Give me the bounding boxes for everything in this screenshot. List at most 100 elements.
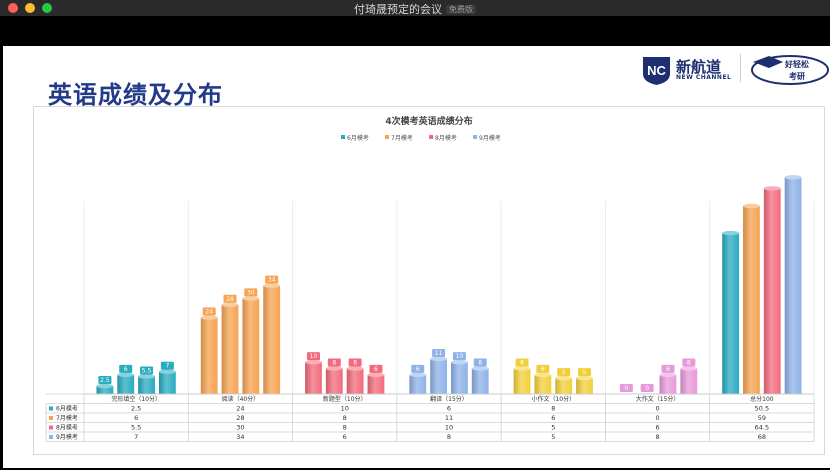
zoom-window-button[interactable]	[42, 3, 52, 13]
table-cell-2-1: 6	[134, 414, 138, 422]
table-cell-1-1: 2.5	[131, 405, 141, 413]
legend-label-2: 7月模考	[391, 134, 413, 142]
table-series-swatch-3	[49, 425, 53, 430]
close-window-button[interactable]	[8, 3, 18, 13]
data-label-1-1: 2.5	[100, 377, 110, 384]
table-cell-3-5: 5	[551, 424, 555, 432]
data-label-bg-6-4	[682, 358, 696, 367]
chart-plot-area: 2.5 6 5.5 7 24 28 30 34 10 8 8 6 6 11 10 8 8 6 5 5 0 0 6 8	[83, 175, 815, 395]
data-label-bg-6-2	[640, 384, 654, 392]
table-series-swatch-2	[49, 416, 53, 420]
bar-cap-7-4	[784, 175, 802, 180]
window-titlebar: 付琦晟预定的会议 免费版	[0, 0, 830, 16]
data-label-4-3: 10	[456, 353, 464, 360]
data-label-bg-1-2	[119, 364, 133, 373]
table-cell-1-6: 0	[656, 405, 660, 413]
bar-cap-1-2	[117, 372, 135, 378]
table-cell-2-4: 11	[445, 414, 453, 422]
bar-7-4	[784, 177, 802, 394]
table-series-name-1: 6月模考	[56, 405, 78, 413]
data-label-3-1: 10	[310, 353, 318, 360]
table-cell-4-7: 68	[758, 433, 766, 441]
bar-4-3	[451, 362, 468, 394]
data-label-bg-5-1	[515, 358, 529, 367]
legend-swatch-4	[473, 135, 477, 139]
data-label-bg-3-2	[327, 358, 341, 367]
table-cell-2-7: 59	[758, 414, 766, 422]
category-label-4: 翻译（15分）	[430, 395, 468, 403]
bar-4-4	[471, 368, 489, 394]
data-label-bg-1-3	[140, 366, 154, 375]
bar-3-4	[367, 374, 385, 394]
bar-2-1	[200, 317, 218, 394]
data-label-bg-2-2	[223, 294, 237, 303]
table-cell-4-3: 6	[343, 433, 347, 441]
data-label-3-4: 6	[374, 366, 378, 373]
data-label-2-1: 24	[205, 309, 213, 316]
logo-divider	[740, 54, 741, 82]
partner-logo: 好轻松 考研	[751, 55, 829, 85]
data-label-3-3: 8	[353, 360, 357, 367]
table-cell-1-2: 24	[236, 405, 244, 413]
slide-title: 英语成绩及分布	[48, 81, 223, 109]
bar-cap-1-3	[138, 374, 155, 379]
legend-label-3: 8月模考	[435, 134, 457, 142]
category-label-6: 大作文（15分）	[636, 395, 680, 403]
data-label-3-2: 8	[332, 360, 336, 367]
bar-cap-5-3	[555, 375, 573, 381]
bar-3-2	[325, 368, 343, 394]
table-cell-1-5: 8	[551, 405, 555, 413]
bar-7-3	[763, 188, 781, 394]
bar-cap-2-2	[221, 302, 239, 307]
bar-5-3	[555, 378, 573, 394]
brand-name: 新航道	[676, 58, 722, 76]
minimize-window-button[interactable]	[25, 3, 35, 13]
data-label-1-2: 6	[124, 366, 128, 373]
data-label-bg-4-4	[473, 358, 487, 367]
bar-cap-6-3	[659, 372, 677, 378]
table-cell-2-2: 28	[236, 414, 244, 422]
data-label-5-1: 8	[520, 360, 524, 367]
meeting-title: 付琦晟预定的会议	[354, 3, 442, 16]
table-cell-1-7: 50.5	[755, 405, 769, 413]
bar-7-1	[722, 233, 740, 394]
category-label-5: 小作文（10分）	[531, 395, 575, 403]
bar-cap-3-2	[325, 366, 343, 371]
data-label-bg-1-1	[98, 376, 112, 385]
bar-cap-4-4	[471, 366, 489, 371]
svg-text:考研: 考研	[789, 71, 805, 81]
chart-container: 4次模考英语成绩分布 6月模考 7月模考 8月模考 9月模考 2.5 6 5.5 7 24 28…	[33, 106, 825, 455]
data-label-bg-4-2	[432, 348, 446, 357]
data-label-bg-3-1	[306, 352, 320, 361]
data-label-bg-5-3	[557, 368, 571, 377]
legend-label-1: 6月模考	[347, 134, 369, 142]
legend-label-4: 9月模考	[479, 134, 501, 142]
bar-cap-7-3	[763, 186, 781, 191]
data-label-2-2: 28	[226, 296, 234, 303]
data-label-5-3: 5	[562, 369, 566, 376]
data-label-6-4: 8	[687, 360, 691, 367]
bar-cap-3-4	[367, 372, 385, 378]
table-cell-1-3: 10	[341, 405, 349, 413]
bar-7-2	[743, 205, 760, 394]
graduation-cap-icon	[753, 56, 783, 68]
legend-swatch-1	[341, 135, 345, 139]
category-label-1: 完形填空（10分）	[111, 395, 161, 403]
table-cell-3-6: 6	[656, 424, 660, 432]
bar-6-4	[680, 368, 698, 394]
chart-data-table: 完形填空（10分） 阅读（40分） 新题型（10分） 翻译（15分） 小作文（10分） 大…	[45, 393, 815, 442]
bar-1-3	[138, 376, 155, 394]
chart-legend: 6月模考 7月模考 8月模考 9月模考	[341, 134, 501, 142]
new-channel-shield-logo: NC	[643, 57, 670, 85]
bar-cap-3-3	[346, 366, 364, 371]
data-label-6-2: 0	[645, 385, 649, 392]
bar-cap-4-1	[409, 372, 427, 378]
bar-cap-3-1	[305, 359, 322, 365]
data-label-bg-5-4	[578, 368, 592, 377]
data-label-bg-5-2	[536, 364, 550, 373]
table-series-name-3: 8月模考	[56, 424, 78, 432]
table-series-name-2: 7月模考	[56, 414, 78, 422]
bar-4-2	[430, 358, 447, 394]
data-label-bg-2-1	[202, 307, 216, 316]
data-label-5-4: 5	[583, 369, 587, 376]
